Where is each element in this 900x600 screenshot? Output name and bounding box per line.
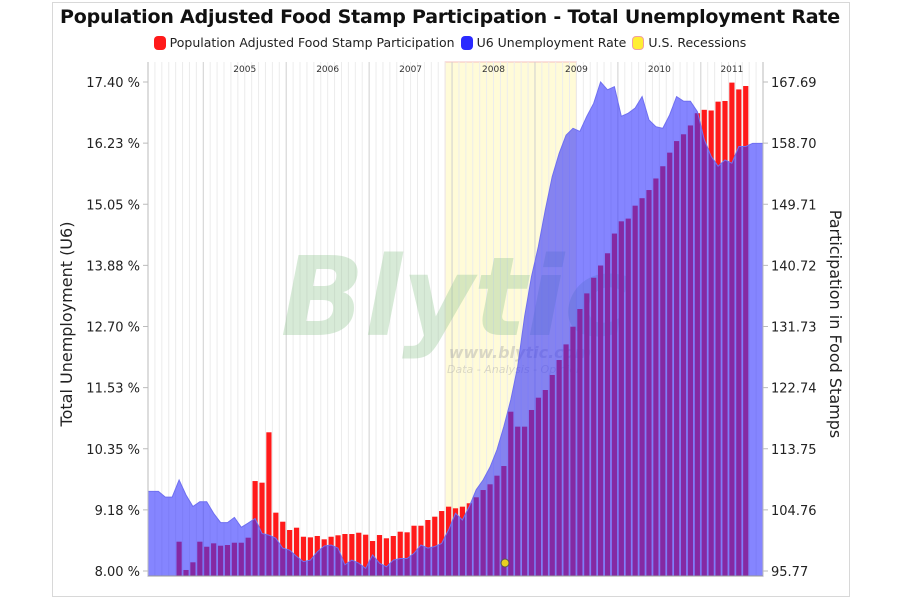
y-tick-label-right: 104.76 <box>771 504 817 519</box>
y-axis-right-title: Participation in Food Stamps <box>826 210 845 438</box>
year-label: 2011 <box>720 65 743 75</box>
y-tick-label-left: 16.23 % <box>86 137 140 152</box>
y-tick-label-right: 95.77 <box>771 565 808 580</box>
legend-item-u6[interactable]: U6 Unemployment Rate <box>460 35 627 50</box>
food-stamp-bar[interactable] <box>363 534 369 576</box>
legend-label: Population Adjusted Food Stamp Participa… <box>169 35 455 50</box>
y-tick-label-right: 113.75 <box>771 443 817 458</box>
food-stamp-bar[interactable] <box>293 527 300 576</box>
food-stamp-bar[interactable] <box>300 536 307 576</box>
y-tick-label-right: 149.71 <box>771 198 817 213</box>
chart-frame <box>52 2 850 597</box>
food-stamp-bar[interactable] <box>397 531 403 576</box>
food-stamp-bar[interactable] <box>390 535 396 576</box>
y-tick-label-left: 10.35 % <box>86 443 140 458</box>
u6-area[interactable] <box>147 81 764 577</box>
food-stamp-bar[interactable] <box>404 532 410 576</box>
legend-label: U.S. Recessions <box>648 35 747 50</box>
y-tick-label-right: 140.72 <box>771 259 817 274</box>
event-marker-icon[interactable] <box>500 558 510 568</box>
y-axis-left-title: Total Unemployment (U6) <box>57 222 76 428</box>
year-label: 2009 <box>565 65 588 75</box>
y-tick-label-left: 9.18 % <box>95 504 140 519</box>
y-tick-label-left: 15.05 % <box>86 198 140 213</box>
legend-item-recessions[interactable]: U.S. Recessions <box>632 35 746 50</box>
legend: Population Adjusted Food Stamp Participa… <box>0 35 900 50</box>
y-tick-label-left: 13.88 % <box>86 259 140 274</box>
year-label: 2006 <box>316 65 339 75</box>
food-stamp-bar[interactable] <box>342 534 348 576</box>
y-tick-label-left: 12.70 % <box>86 321 140 336</box>
food-stamp-bar[interactable] <box>259 482 265 576</box>
food-stamp-bar[interactable] <box>266 432 272 576</box>
y-tick-label-right: 158.70 <box>771 137 817 152</box>
y-tick-label-left: 17.40 % <box>86 76 140 91</box>
year-label: 2008 <box>482 65 505 75</box>
food-stamp-bar[interactable] <box>411 525 417 576</box>
year-label: 2005 <box>233 65 256 75</box>
food-stamp-bar[interactable] <box>356 532 362 576</box>
y-tick-label-right: 122.74 <box>771 382 817 397</box>
year-label: 2010 <box>648 65 671 75</box>
chart-title: Population Adjusted Food Stamp Participa… <box>60 6 840 28</box>
legend-swatch-yellow <box>632 35 645 50</box>
food-stamp-bar[interactable] <box>383 538 389 576</box>
food-stamp-bar[interactable] <box>307 537 313 576</box>
legend-item-food-stamps[interactable]: Population Adjusted Food Stamp Participa… <box>153 35 455 50</box>
y-tick-label-right: 131.73 <box>771 321 817 336</box>
y-tick-label-right: 167.69 <box>771 76 817 91</box>
legend-label: U6 Unemployment Rate <box>476 35 627 50</box>
food-stamp-bar[interactable] <box>376 535 383 576</box>
food-stamp-bar[interactable] <box>349 534 355 576</box>
year-label: 2007 <box>399 65 422 75</box>
legend-swatch-red <box>153 35 166 50</box>
y-tick-label-left: 8.00 % <box>95 565 140 580</box>
y-tick-label-left: 11.53 % <box>86 382 140 397</box>
legend-swatch-blue <box>460 35 473 50</box>
